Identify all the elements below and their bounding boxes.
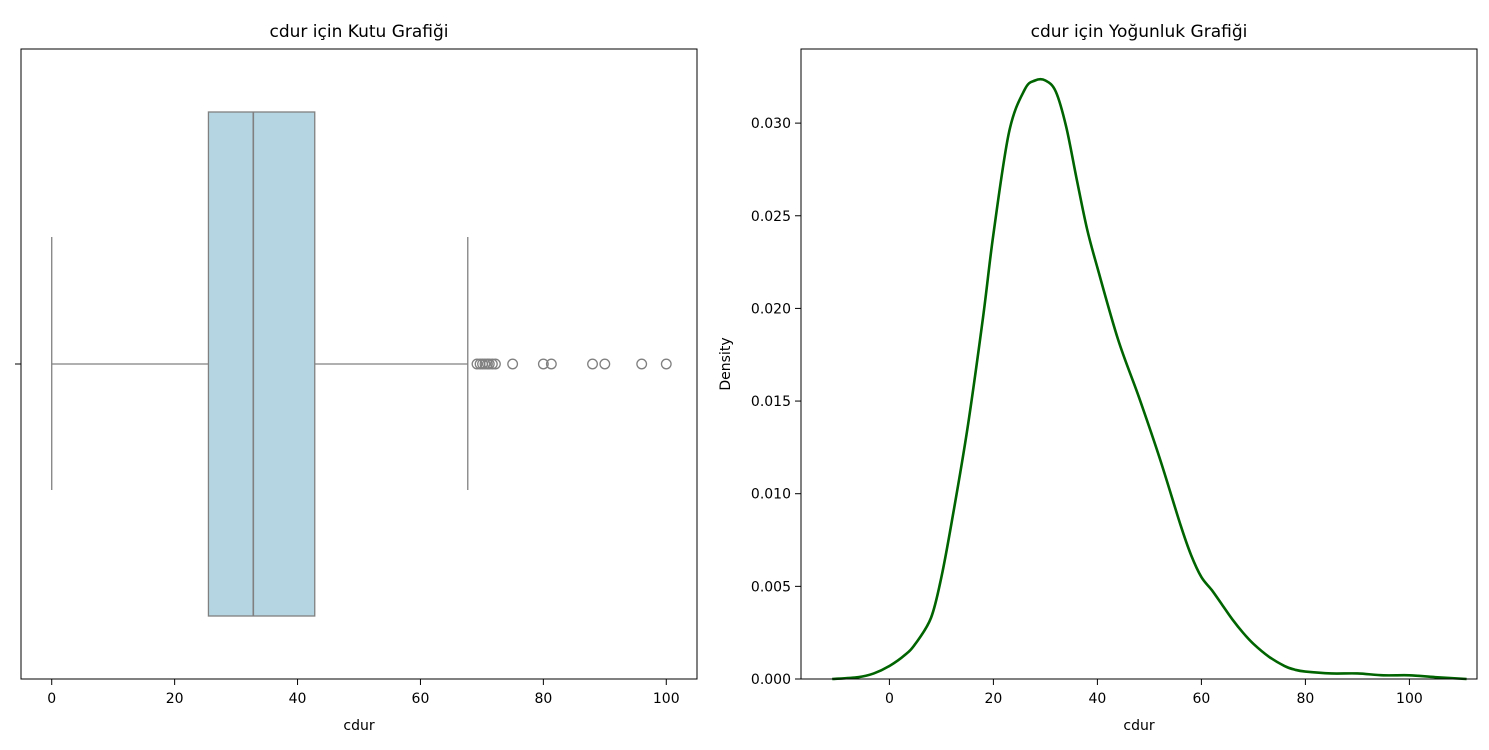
density-plot-y-tick-label: 0.000 xyxy=(751,672,791,688)
outlier-point xyxy=(489,358,501,370)
density-plot-y-tick-label: 0.025 xyxy=(751,209,791,225)
density-plot-y-ticks: 0.000 0.005 0.010 0.015 0.020 0.025 0.030 xyxy=(751,116,801,688)
density-plot-x-tick-label: 40 xyxy=(1088,691,1106,707)
outlier-point xyxy=(660,358,672,370)
outlier-point xyxy=(486,358,498,370)
density-line xyxy=(832,77,1467,681)
density-plot-x-tick-label: 80 xyxy=(1296,691,1314,707)
box-plot-title: cdur için Kutu Grafiği xyxy=(270,22,449,42)
box-plot-panel: cdur için Kutu Grafiği 0 20 40 60 80 100 cdur xyxy=(15,22,698,734)
box-plot-x-tick-label: 40 xyxy=(289,691,307,707)
box-plot-x-tick-label: 80 xyxy=(534,691,552,707)
density-plot-x-ticks: 0 20 40 60 80 100 xyxy=(885,679,1423,707)
box-plot-x-tick-label: 100 xyxy=(653,691,680,707)
outlier-point xyxy=(471,358,483,370)
density-plot-y-tick-label: 0.015 xyxy=(751,394,791,410)
box-plot-x-tick-label: 60 xyxy=(412,691,430,707)
density-plot-x-axis-label: cdur xyxy=(1123,718,1154,734)
density-plot-title: cdur için Yoğunluk Grafiği xyxy=(1031,22,1248,42)
density-plot-panel: cdur için Yoğunluk Grafiği 0 20 40 60 80 100 … xyxy=(718,22,1478,734)
box-plot-x-tick-label: 20 xyxy=(166,691,184,707)
density-plot-y-tick-label: 0.020 xyxy=(751,301,791,317)
density-plot-y-axis-label: Density xyxy=(718,337,734,390)
density-plot-x-tick-label: 60 xyxy=(1192,691,1210,707)
outlier-point xyxy=(636,358,648,370)
box-plot-x-axis-label: cdur xyxy=(343,718,374,734)
outlier-point xyxy=(507,358,519,370)
box-plot-x-tick-label: 0 xyxy=(47,691,56,707)
density-plot-y-tick-label: 0.010 xyxy=(751,487,791,503)
outlier-point xyxy=(587,358,598,370)
density-plot-y-tick-label: 0.005 xyxy=(751,579,791,595)
density-plot-x-tick-label: 100 xyxy=(1396,691,1423,707)
outlier-point xyxy=(537,358,549,370)
box-plot-x-ticks: 0 20 40 60 80 100 xyxy=(47,679,680,707)
box-plot-area xyxy=(51,111,672,617)
outlier-point xyxy=(545,358,557,370)
density-plot-frame xyxy=(800,48,1478,680)
outlier-point xyxy=(483,358,495,370)
density-plot-x-tick-label: 0 xyxy=(885,691,894,707)
density-plot-x-tick-label: 20 xyxy=(984,691,1002,707)
outlier-point xyxy=(599,358,611,370)
density-plot-y-tick-label: 0.030 xyxy=(751,116,791,132)
interquartile-box xyxy=(207,111,316,617)
